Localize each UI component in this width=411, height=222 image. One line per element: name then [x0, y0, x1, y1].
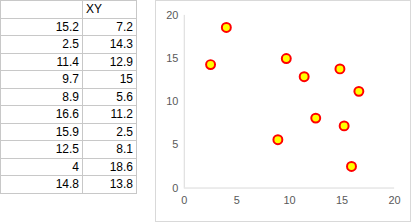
html-text:14.8: 14.8 — [55, 177, 79, 192]
svg-text:10: 10 — [283, 194, 295, 206]
html-text:13.8: 13.8 — [109, 177, 133, 192]
svg-text:0: 0 — [181, 194, 187, 206]
html-text:8.9: 8.9 — [62, 89, 79, 104]
svg-text:0: 0 — [172, 182, 178, 194]
html-text:18.6: 18.6 — [109, 159, 133, 174]
html-text:16.6: 16.6 — [55, 107, 79, 122]
svg-text:5: 5 — [234, 194, 240, 206]
html-text:11.2: 11.2 — [110, 107, 133, 122]
html-text:4: 4 — [72, 159, 79, 174]
svg-text:15: 15 — [336, 194, 348, 206]
svg-text:5: 5 — [172, 138, 178, 150]
svg-text:20: 20 — [166, 9, 178, 21]
html-text:15.9: 15.9 — [55, 124, 79, 139]
html-text:12.5: 12.5 — [55, 142, 79, 157]
html-text:14.3: 14.3 — [109, 37, 133, 52]
html-text:15: 15 — [119, 72, 133, 87]
html-text:15.2: 15.2 — [55, 19, 79, 34]
svg-text:15: 15 — [166, 52, 178, 64]
html-text:7.2: 7.2 — [116, 19, 133, 34]
html-text:9.7: 9.7 — [62, 72, 79, 87]
svg-text:20: 20 — [389, 194, 401, 206]
html-text:12.9: 12.9 — [109, 54, 133, 69]
html-text:XY: XY — [86, 2, 102, 17]
html-text:2.5: 2.5 — [116, 124, 133, 139]
svg-text:10: 10 — [166, 95, 178, 107]
html-text:2.5: 2.5 — [62, 37, 79, 52]
html-text:5.6: 5.6 — [116, 89, 133, 104]
html-text:8.1: 8.1 — [116, 142, 133, 157]
html-text:11.4: 11.4 — [56, 54, 79, 69]
